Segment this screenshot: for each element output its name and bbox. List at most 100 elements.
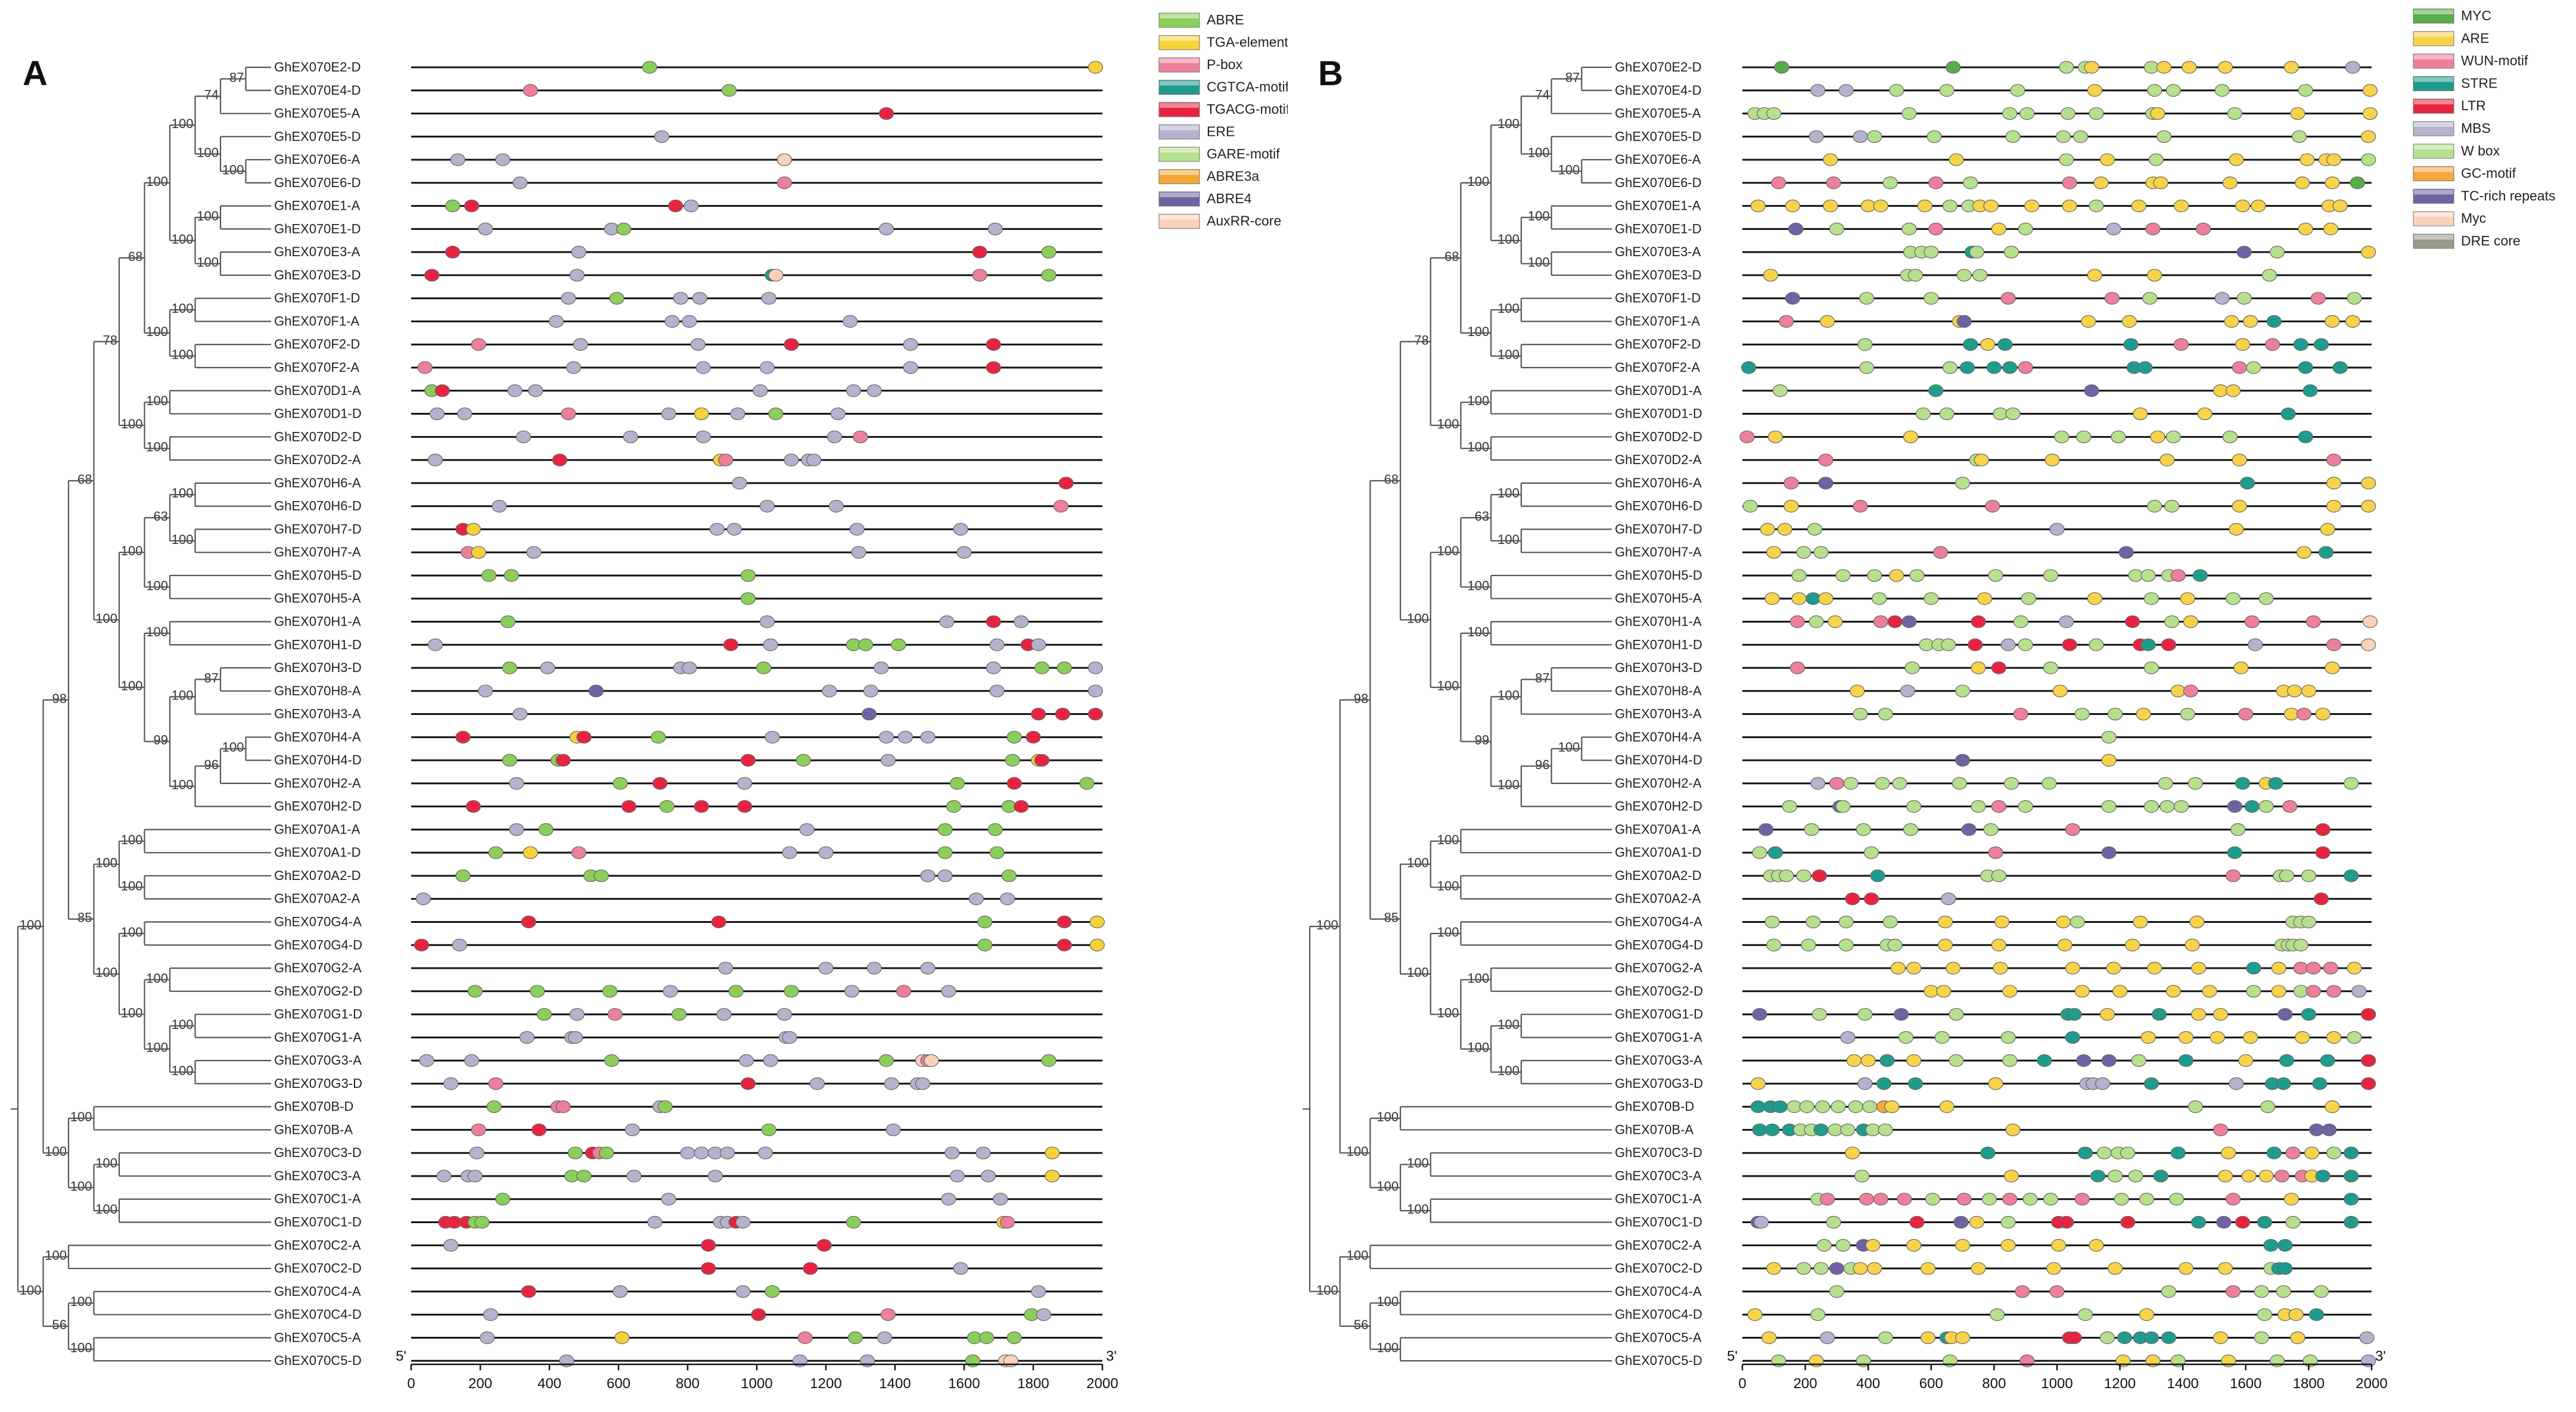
motif-are [2000,1239,2016,1252]
motif-ere [818,962,834,975]
bootstrap-value: 100 [146,624,168,639]
bootstrap-value: 100 [121,679,143,693]
motif-stre [2266,1146,2282,1159]
bootstrap-value: 100 [1467,971,1489,985]
motif-are [1983,200,1999,213]
motif-abre [495,1193,511,1206]
motif-w-box [2236,292,2252,305]
gene-label: GhEX070H1-A [274,614,361,629]
motif-are [1873,200,1888,213]
gene-label: GhEX070E1-D [1615,221,1702,236]
motif-w-box [2313,1285,2329,1298]
motif-ere [846,384,862,397]
motif-mbs [2095,1077,2111,1090]
motif-are [2361,130,2376,143]
motif-w-box [2018,222,2033,235]
motif-are [2283,61,2299,74]
motif-are [1846,1054,1862,1067]
motif-ere [968,892,984,906]
motif-are [2185,938,2200,951]
motif-are [1760,522,1775,536]
motif-ere [694,1146,709,1159]
motif-ere [478,685,493,698]
motif-w-box [1915,407,1931,421]
gene-label: GhEX070C2-A [1615,1237,1702,1252]
bootstrap-value: 87 [204,670,219,685]
motif-ere [878,730,894,744]
motif-w-box [2041,777,2057,790]
motif-abre [642,61,657,74]
motif-w-box [2165,430,2181,443]
motif-ere [863,685,879,698]
motif-stre [2318,546,2334,559]
bootstrap-value: 100 [146,1040,168,1055]
bootstrap-value: 99 [154,733,168,748]
motif-are [1903,430,1919,443]
bootstrap-value: 100 [121,832,143,847]
motif-wun-motif [2015,1285,2030,1298]
motif-wun-motif [2265,338,2280,351]
motif-are [2243,1031,2258,1044]
bootstrap-value: 100 [1467,324,1489,339]
motif-abre [1056,661,1072,674]
motif-w-box [1878,707,1893,721]
motif-ltr [1968,638,1983,651]
motif-w-box [1813,546,1829,559]
motif-w-box [2099,1331,2115,1344]
motif-are [2213,1331,2229,1344]
bootstrap-value: 100 [20,1283,42,1298]
motif-are [2081,315,2096,328]
motif-abre [937,846,953,859]
motif-w-box [1971,800,1986,813]
bootstrap-value: 100 [95,1202,117,1217]
bootstrap-value: 100 [1376,1109,1399,1124]
motif-stre [2277,1239,2293,1252]
motif-w-box [2072,130,2089,143]
motif-are [1946,962,1961,975]
motif-wun-motif [1991,800,2006,813]
motif-are [2003,1170,2019,1183]
motif-are [2287,685,2302,698]
motif-wun-motif [2226,1193,2241,1206]
motif-wun-motif [1739,430,1755,443]
motif-w-box [1952,777,1967,790]
motif-ere [818,846,834,859]
motif-w-box [2043,661,2059,674]
axis-start-label: 5' [1727,1348,1738,1364]
motif-ere [695,361,711,374]
motif-are [2362,107,2378,120]
motif-wun-motif [1873,1193,1888,1206]
motif-tga-element [471,546,486,559]
motif-are [2288,1308,2304,1321]
motif-are [2065,962,2081,975]
motif-tgacg-motif [1056,938,1072,951]
gene-label: GhEX070D2-A [274,452,361,467]
motif-w-box [1829,1285,1845,1298]
motif-ere [492,500,507,513]
motif-w-box [2164,615,2180,629]
motif-are [2325,661,2340,674]
motif-stre [2190,1215,2207,1229]
axis-tick-label: 1600 [948,1376,980,1392]
motif-are [1906,1239,1922,1252]
legend-label: LTR [2461,98,2486,113]
bootstrap-value: 100 [1376,1178,1399,1193]
motif-w-box [1904,661,1920,674]
motif-ltr [2120,1215,2136,1229]
motif-wun-motif [2232,361,2247,374]
bootstrap-value: 100 [1437,878,1459,893]
motif-are [2304,1146,2320,1159]
axis-tick-label: 1400 [879,1376,911,1392]
motif-mbs [2351,985,2367,998]
motif-are [2087,84,2102,97]
motif-wun-motif [1928,222,1944,235]
motif-w-box [1954,477,1971,490]
motif-abre [576,1170,592,1183]
motif-stre [2239,477,2255,490]
motif-myc [2361,638,2376,651]
bootstrap-value: 96 [1535,757,1549,772]
gene-label: GhEX070H2-D [274,799,362,814]
motif-tc-rich-repeats [1752,1007,1767,1021]
motif-tgacg-motif [723,638,739,651]
motif-are [2217,1170,2233,1183]
